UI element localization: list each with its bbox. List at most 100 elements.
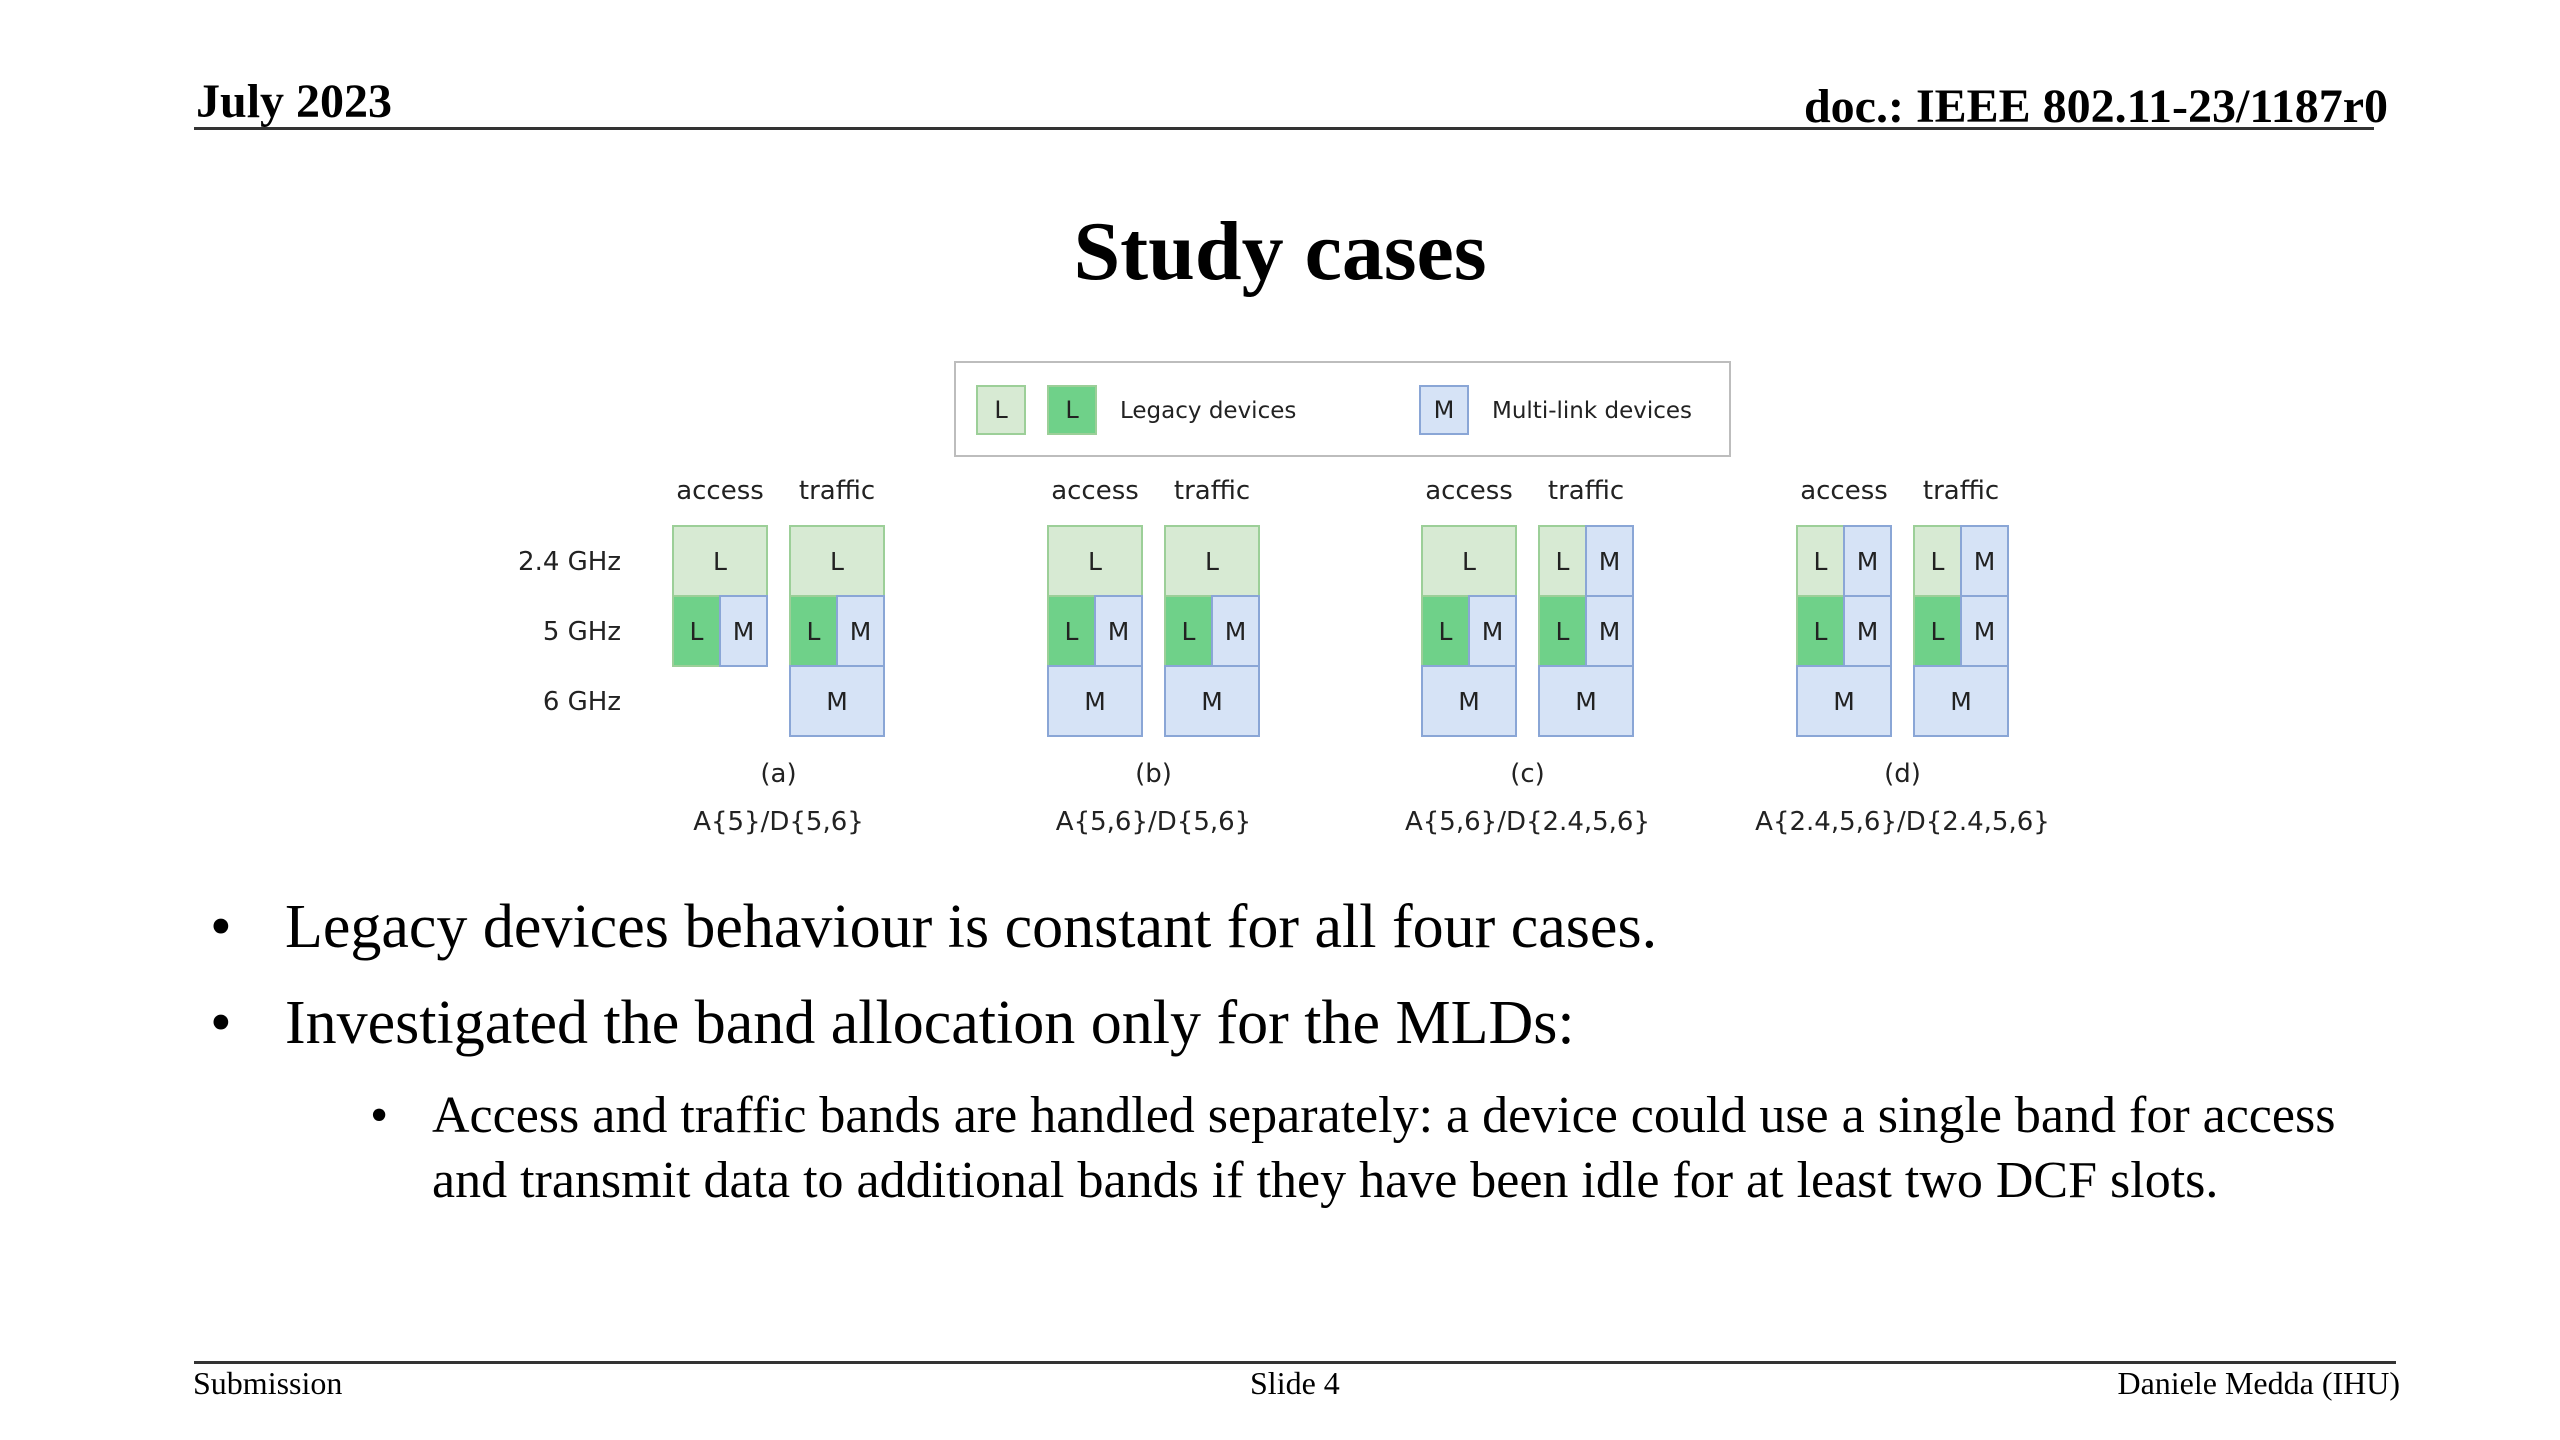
case-label: A{5}/D{5,6} xyxy=(693,807,864,837)
footer-slide-number: Slide 4 xyxy=(1250,1365,1340,1401)
band-cell-letter: M xyxy=(1599,547,1621,576)
band-cell xyxy=(1913,665,2009,737)
legend-legacy-light-letter: L xyxy=(994,396,1008,424)
footer-author: Daniele Medda (IHU) xyxy=(2117,1365,2400,1401)
band-cell-letter: M xyxy=(1084,687,1106,716)
band-cell xyxy=(1421,525,1517,597)
case-tag: (b) xyxy=(1135,759,1172,789)
band-labels: 2.4 GHz 5 GHz 6 GHz xyxy=(518,547,621,717)
column-label-access: access xyxy=(1051,476,1139,506)
band-cell-letter: L xyxy=(1182,617,1196,646)
band-cell xyxy=(1796,665,1892,737)
band-cell xyxy=(1211,595,1260,667)
band-cell-letter: M xyxy=(1857,617,1879,646)
band-cell-letter: L xyxy=(1931,547,1945,576)
band-cell xyxy=(1538,665,1634,737)
legend-multilink-swatch xyxy=(1419,385,1469,435)
band-cell-letter: L xyxy=(1088,547,1102,576)
study-cases-figure: L L Legacy devices M Multi-link devices … xyxy=(518,361,2050,837)
band-cell-letter: L xyxy=(807,617,821,646)
band-cell-letter: L xyxy=(690,617,704,646)
band-cell-letter: L xyxy=(1556,547,1570,576)
case-tag: (c) xyxy=(1510,759,1545,789)
bullet-item: Legacy devices behaviour is constant for… xyxy=(210,890,2390,965)
band-cell xyxy=(836,595,885,667)
band-cell-letter: M xyxy=(1974,617,1996,646)
legend-legacy-green-letter: L xyxy=(1065,396,1079,424)
band-cell-letter: M xyxy=(1201,687,1223,716)
band-cell-letter: L xyxy=(1065,617,1079,646)
footer-rule xyxy=(194,1361,2396,1364)
column-label-access: access xyxy=(676,476,764,506)
band-cell xyxy=(719,595,768,667)
band-cell xyxy=(672,595,721,667)
band-cell-letter: L xyxy=(1205,547,1219,576)
case-tag: (d) xyxy=(1884,759,1921,789)
band-cell-letter: L xyxy=(1814,547,1828,576)
legend-multilink-letter: M xyxy=(1434,396,1455,424)
band-cell-letter: M xyxy=(1857,547,1879,576)
band-cell xyxy=(789,525,885,597)
band-cell xyxy=(1796,525,1845,597)
band-cell xyxy=(672,525,768,597)
bullet-item: Investigated the band allocation only fo… xyxy=(210,986,2390,1061)
header-doc-id: doc.: IEEE 802.11-23/1187r0 xyxy=(1803,80,2388,133)
band-cell-letter: M xyxy=(826,687,848,716)
legend-legacy-light-swatch xyxy=(976,385,1026,435)
band-cell-letter: L xyxy=(1556,617,1570,646)
column-label-traffic: traffic xyxy=(1174,476,1250,506)
slide-title: Study cases xyxy=(1073,205,1487,298)
footer-submission: Submission xyxy=(193,1365,343,1401)
band-cell-letter: M xyxy=(733,617,755,646)
header-date: July 2023 xyxy=(196,75,393,128)
case-tag: (a) xyxy=(760,759,796,789)
band-cell xyxy=(1047,525,1143,597)
case-label: A{5,6}/D{5,6} xyxy=(1056,807,1251,837)
band-cell xyxy=(1585,525,1634,597)
band-cell-letter: M xyxy=(1458,687,1480,716)
band-cell xyxy=(1164,595,1213,667)
band-cell xyxy=(1585,595,1634,667)
sub-bullet-item: Access and traffic bands are handled sep… xyxy=(370,1083,2390,1213)
band-cell-letter: M xyxy=(1974,547,1996,576)
legend-multilink-label: Multi-link devices xyxy=(1492,398,1692,424)
band-label-6ghz: 6 GHz xyxy=(543,687,621,717)
band-cell xyxy=(1047,665,1143,737)
case-label: A{2.4,5,6}/D{2.4,5,6} xyxy=(1755,807,2050,837)
band-cell-letter: L xyxy=(1462,547,1476,576)
band-label-2-4ghz: 2.4 GHz xyxy=(518,547,621,577)
band-cell-letter: M xyxy=(1108,617,1130,646)
bullet-list: Legacy devices behaviour is constant for… xyxy=(210,890,2390,1213)
band-cell-letter: M xyxy=(1225,617,1247,646)
band-cell xyxy=(1164,665,1260,737)
band-cell xyxy=(1094,595,1143,667)
band-cell-letter: M xyxy=(1482,617,1504,646)
column-label-traffic: traffic xyxy=(1923,476,1999,506)
band-cell xyxy=(1421,595,1470,667)
case-label: A{5,6}/D{2.4,5,6} xyxy=(1405,807,1650,837)
band-cell xyxy=(1164,525,1260,597)
band-cell xyxy=(1421,665,1517,737)
band-cell xyxy=(1960,595,2009,667)
header-rule xyxy=(194,127,2374,130)
band-cell-letter: L xyxy=(1439,617,1453,646)
band-cell-letter: L xyxy=(1931,617,1945,646)
legend-box: L L Legacy devices M Multi-link devices xyxy=(954,361,1731,457)
band-cell-letter: L xyxy=(830,547,844,576)
column-label-access: access xyxy=(1800,476,1888,506)
band-cell-letter: M xyxy=(1833,687,1855,716)
column-label-traffic: traffic xyxy=(799,476,875,506)
legend-legacy-label: Legacy devices xyxy=(1120,398,1296,424)
band-cell-letter: M xyxy=(1950,687,1972,716)
band-cell-letter: M xyxy=(1599,617,1621,646)
band-cell-letter: L xyxy=(713,547,727,576)
band-cell xyxy=(789,665,885,737)
band-cell-letter: M xyxy=(1575,687,1597,716)
column-label-traffic: traffic xyxy=(1548,476,1624,506)
band-cell-letter: L xyxy=(1814,617,1828,646)
